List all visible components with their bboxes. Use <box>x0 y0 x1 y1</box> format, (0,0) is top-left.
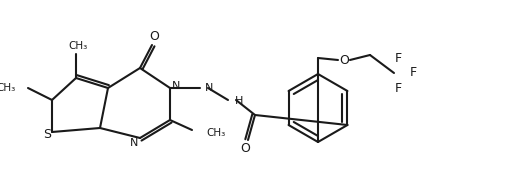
Text: CH₃: CH₃ <box>206 128 225 138</box>
Text: N: N <box>172 81 180 91</box>
Text: CH₃: CH₃ <box>0 83 16 93</box>
Text: F: F <box>410 67 417 79</box>
Text: H: H <box>235 96 243 106</box>
Text: O: O <box>339 54 349 67</box>
Text: F: F <box>395 52 401 65</box>
Text: S: S <box>43 129 51 142</box>
Text: O: O <box>149 31 159 44</box>
Text: CH₃: CH₃ <box>68 41 88 51</box>
Text: N: N <box>205 83 213 93</box>
Text: F: F <box>395 83 401 95</box>
Text: O: O <box>240 142 250 155</box>
Text: N: N <box>129 138 138 148</box>
